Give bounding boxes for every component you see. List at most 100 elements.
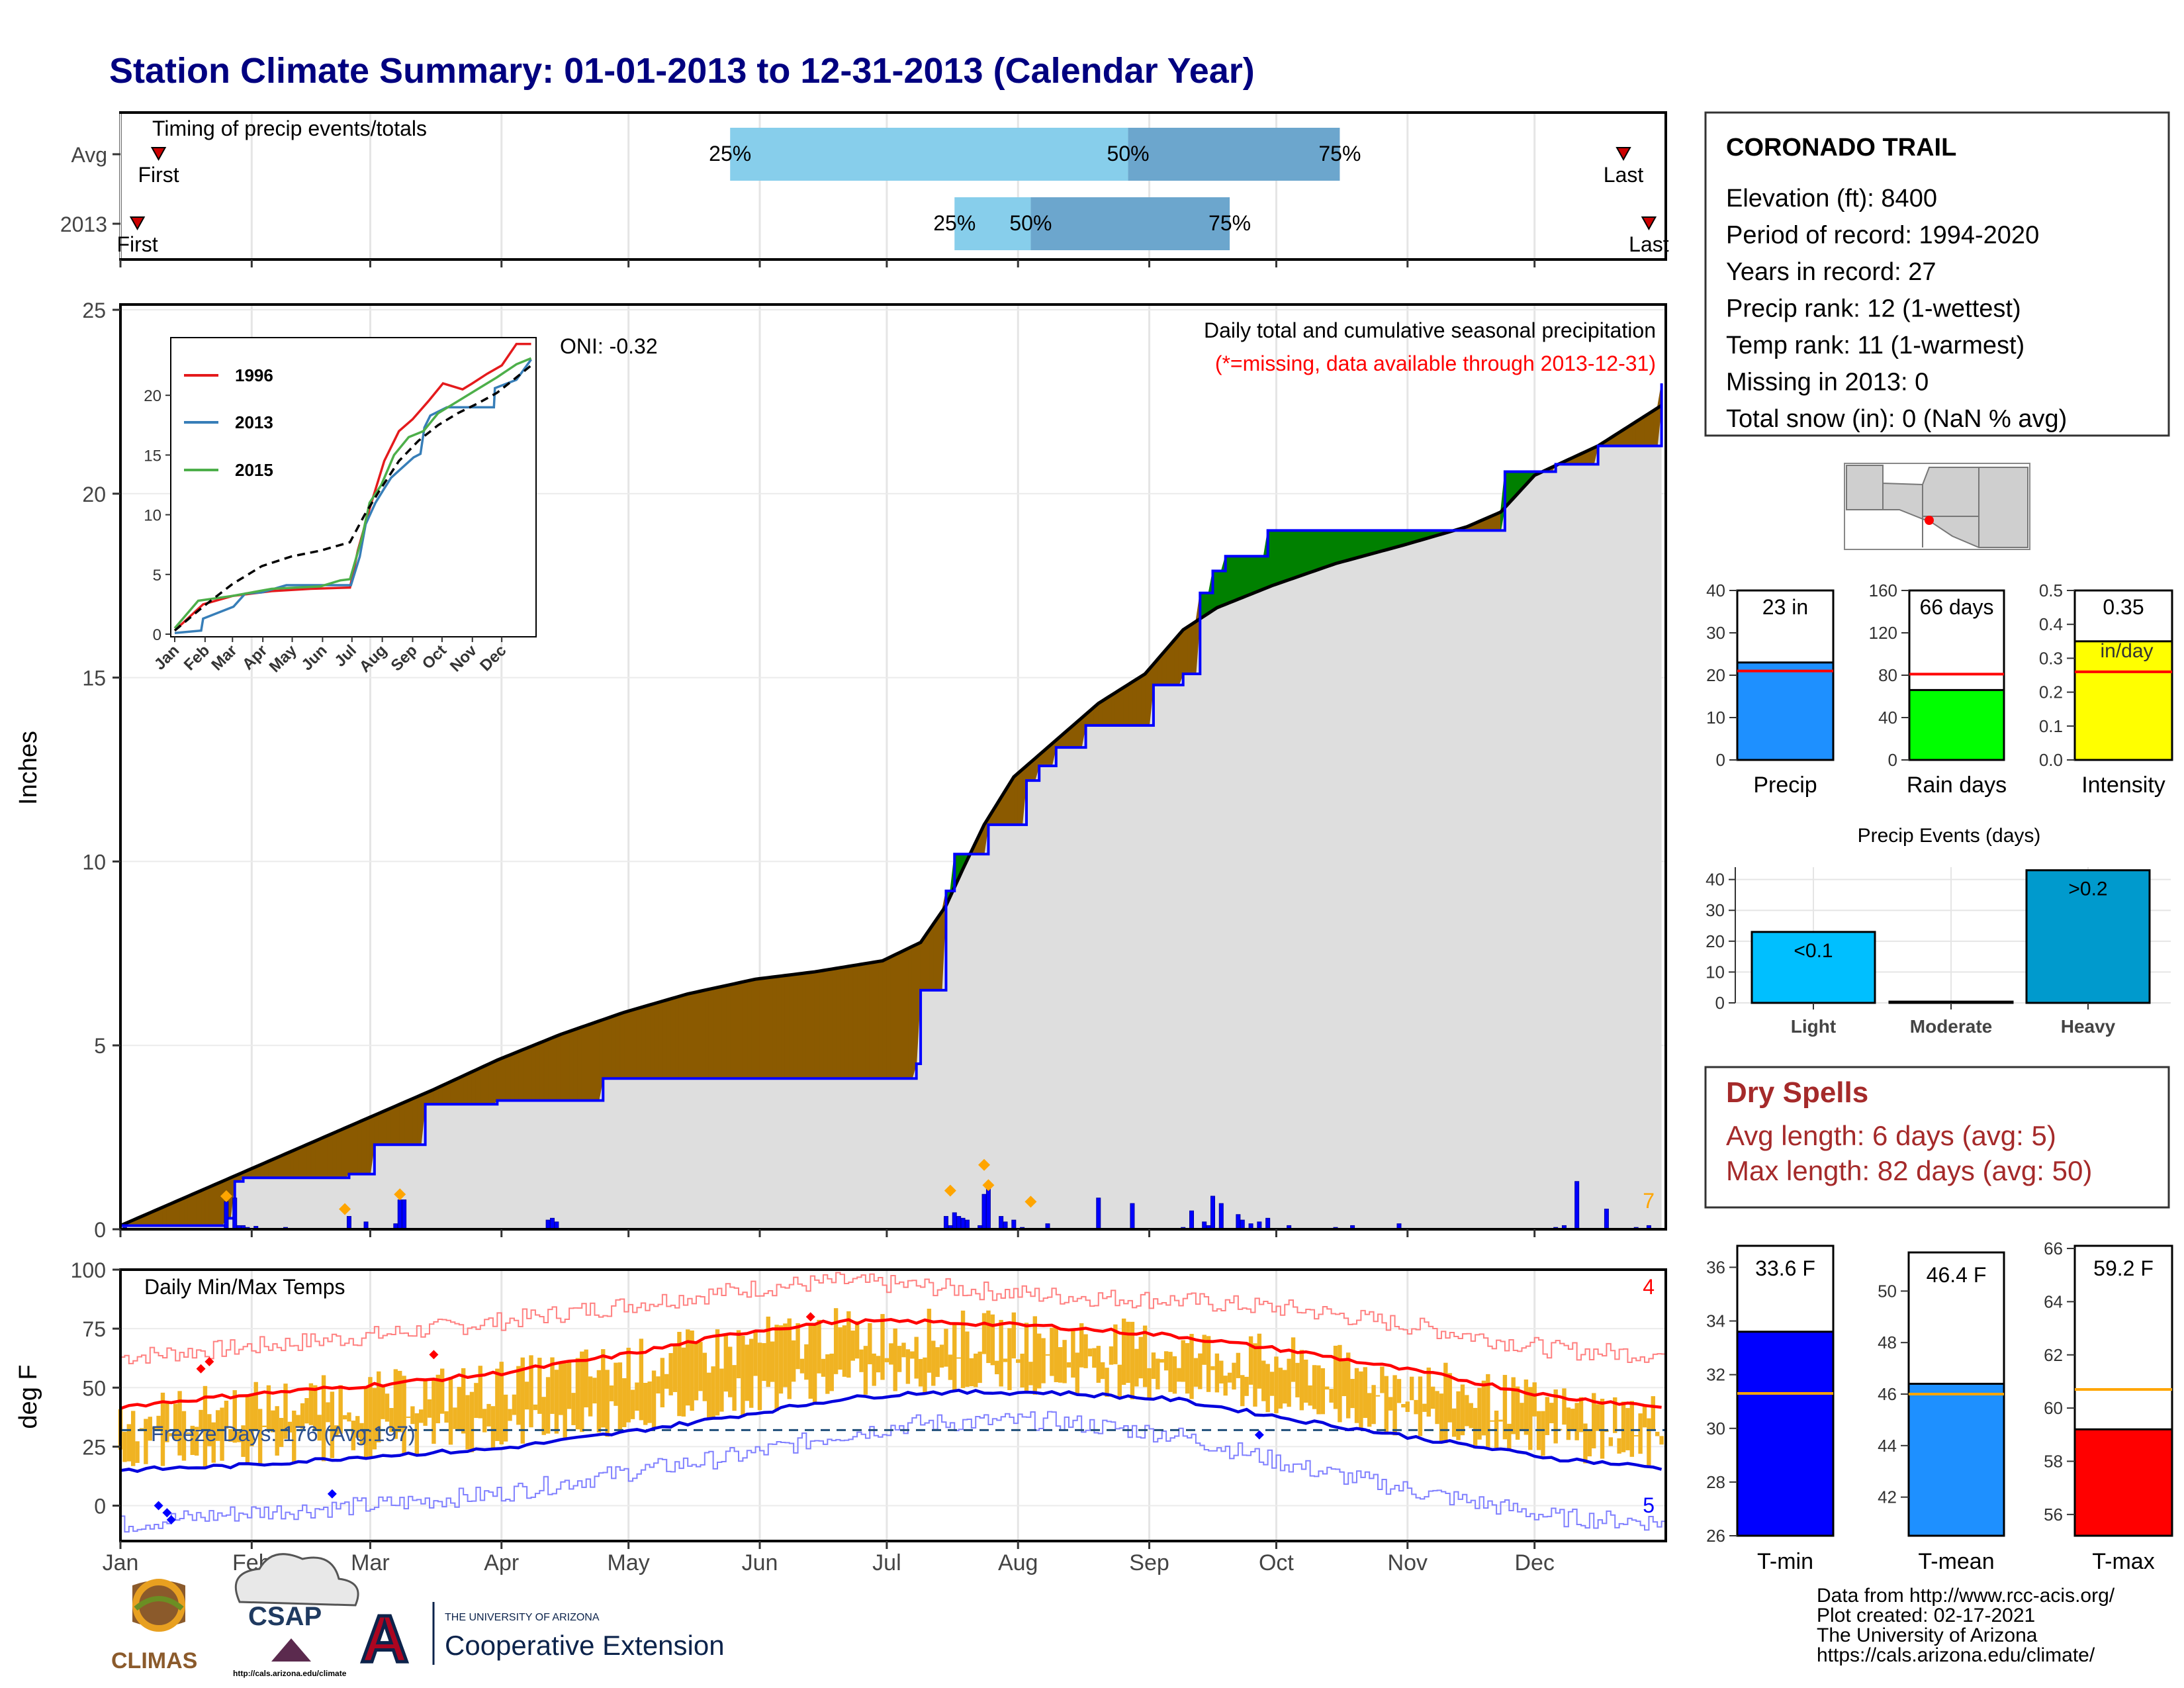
daily-temp-bar [359, 1423, 364, 1445]
mini-bar-value [1736, 661, 1835, 761]
daily-temp-bar [1545, 1397, 1550, 1435]
daily-temp-bar [1193, 1358, 1199, 1387]
temp-bar-name: T-max [2092, 1549, 2154, 1574]
daily-temp-bar [1181, 1340, 1185, 1382]
daily-temp-bar [241, 1425, 246, 1457]
precip-departure-segment [293, 1148, 299, 1178]
daily-temp-bar [529, 1355, 533, 1428]
daily-temp-bar [169, 1432, 173, 1436]
precip-departure-segment [196, 1190, 202, 1226]
precip-departure-segment [874, 961, 879, 1079]
daily-temp-bar [1087, 1348, 1093, 1357]
csap-logo: CSAP http://cals.arizona.edu/climate [233, 1553, 359, 1678]
inset-ytick-label: 5 [153, 567, 161, 585]
daily-temp-bar [1320, 1368, 1326, 1415]
precip-departure-segment [1123, 684, 1129, 726]
daily-temp-bar [453, 1407, 457, 1429]
daily-temp-bar [228, 1429, 233, 1442]
daily-temp-bar [1172, 1356, 1177, 1394]
precip-departure-segment [713, 987, 718, 1079]
mini-bar-name: Precip [1753, 773, 1817, 798]
daily-temp-bar [1058, 1347, 1063, 1383]
daily-temp-bar [1490, 1420, 1494, 1422]
record-low-marker [1254, 1430, 1264, 1440]
daily-precip-bar [964, 1219, 970, 1230]
precip-departure-segment [1229, 555, 1234, 604]
daily-temp-bar [321, 1375, 326, 1462]
daily-temp-bar [1016, 1359, 1021, 1363]
precip-departure-segment [1254, 555, 1260, 593]
precip-departure-segment [1107, 694, 1112, 726]
dry-spells-box: Dry Spells Avg length: 6 days (avg: 5) M… [1704, 1066, 2170, 1209]
mini-bar-rain-days: 0 40 80 120 160 66 days Rain days [1869, 581, 2007, 798]
precip-departure-segment [623, 1010, 629, 1079]
daily-temp-bar [905, 1349, 911, 1384]
daily-temp-bar [381, 1384, 385, 1419]
daily-temp-bar [215, 1410, 220, 1441]
daily-temp-bar [1163, 1351, 1169, 1371]
daily-temp-bar [190, 1425, 195, 1455]
precip-departure-segment [471, 1069, 477, 1105]
daily-temp-bar [1287, 1358, 1291, 1407]
daily-temp-bar [707, 1372, 711, 1418]
precip-departure-segment [505, 1054, 511, 1102]
precip-departure-segment [903, 948, 909, 1079]
record-high-marker [196, 1364, 206, 1374]
precip-event-marker [394, 1188, 406, 1201]
month-tick-label: May [608, 1550, 650, 1575]
precip-departure-segment [1335, 530, 1340, 565]
event-bar-label: >0.2 [2068, 878, 2107, 900]
daily-temp-bar [1189, 1334, 1194, 1399]
precip-departure-segment [1144, 668, 1150, 726]
precip-departure-segment [565, 1031, 570, 1102]
daily-precip-bar [1218, 1203, 1224, 1230]
precip-departure-segment [552, 1035, 557, 1102]
precip-departure-segment [615, 1013, 621, 1079]
daily-temp-bar [1638, 1413, 1643, 1454]
daily-temp-bar [715, 1329, 720, 1416]
daily-temp-bar [1583, 1423, 1588, 1464]
mini-bar-ytick: 40 [1878, 708, 1897, 727]
precip-departure-segment [882, 958, 887, 1079]
timing-row-label: Avg [71, 143, 107, 167]
precip-departure-segment [556, 1033, 561, 1102]
temp-bar-ytick: 28 [1706, 1472, 1725, 1492]
precip-departure-segment [310, 1140, 316, 1178]
daily-temp-bar [1071, 1329, 1075, 1378]
precip-departure-segment [213, 1182, 218, 1226]
precip-departure-segment [323, 1135, 328, 1178]
precip-departure-segment [1140, 673, 1146, 726]
credit-line-3: The University of Arizona [1817, 1624, 2038, 1646]
precip-departure-segment [1119, 686, 1124, 726]
precip-departure-segment [332, 1131, 337, 1178]
daily-temp-bar [1371, 1385, 1376, 1425]
precip-departure-segment [463, 1073, 469, 1105]
daily-temp-bar [1045, 1354, 1050, 1356]
daily-temp-bar [1177, 1368, 1181, 1382]
daily-temp-bar [419, 1409, 424, 1423]
daily-temp-bar [1020, 1353, 1024, 1388]
daily-temp-bar [796, 1323, 800, 1370]
daily-temp-bar [1451, 1408, 1457, 1437]
daily-temp-bar [1342, 1360, 1347, 1397]
precip-departure-segment [861, 962, 866, 1079]
daily-temp-bar [465, 1395, 470, 1450]
daily-temp-bar [1007, 1328, 1012, 1390]
precip-departure-segment [725, 984, 731, 1079]
precip-departure-segment [670, 997, 676, 1079]
daily-temp-bar [1473, 1407, 1478, 1449]
daily-temp-bar [563, 1363, 567, 1438]
daily-temp-bar [732, 1365, 737, 1411]
inset-ytick-label: 10 [144, 507, 161, 525]
precip-departure-segment [611, 1014, 616, 1079]
daily-temp-bar [122, 1431, 127, 1462]
record-high-marker [205, 1357, 214, 1367]
daily-temp-bar [351, 1421, 356, 1450]
precip-departure-segment [708, 988, 714, 1079]
temp-bar-t-mean: 42 44 46 48 50 46.4 F T-mean [1878, 1251, 2005, 1574]
daily-temp-bar [846, 1311, 851, 1378]
precip-departure-segment [653, 1002, 659, 1079]
daily-temp-bar [1600, 1399, 1605, 1459]
precip-departure-segment [1013, 772, 1019, 825]
precip-departure-segment [933, 916, 938, 991]
